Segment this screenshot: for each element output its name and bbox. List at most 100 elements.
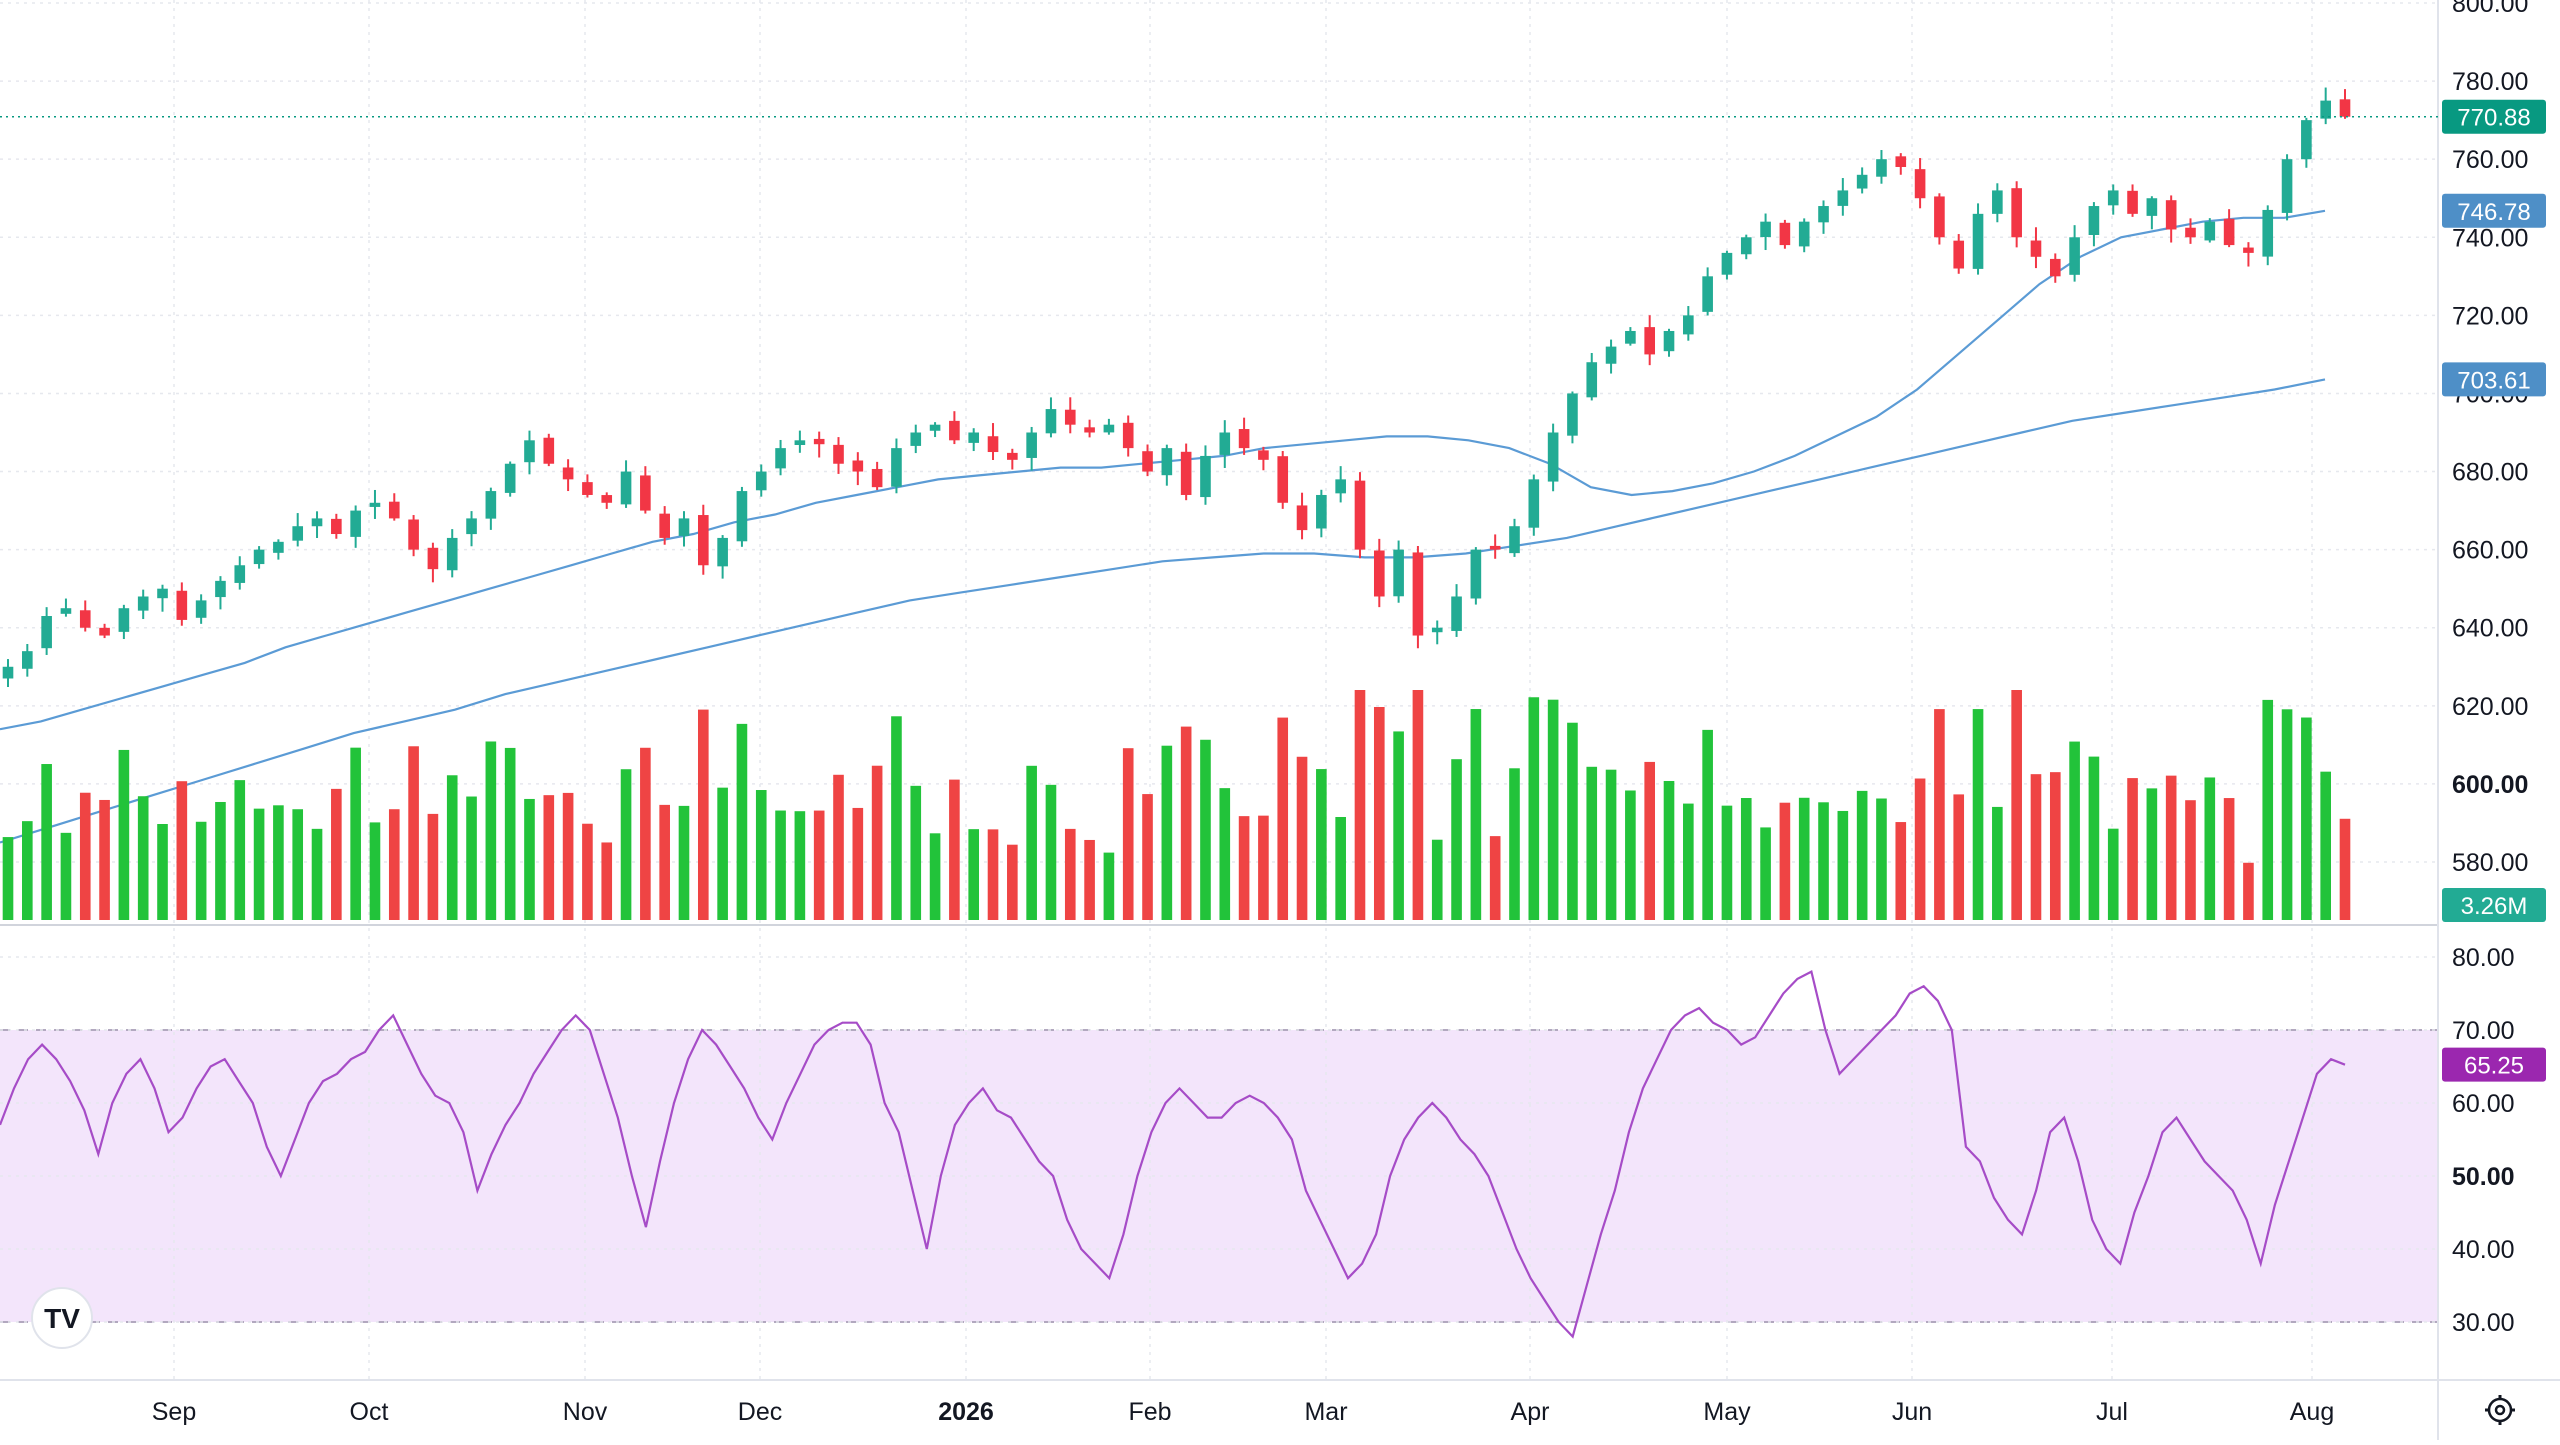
volume-bar (1547, 699, 1559, 920)
candle-body (1721, 252, 1733, 275)
candle-body (1509, 526, 1520, 554)
candle-body (176, 590, 188, 620)
volume-bar (775, 810, 786, 920)
candle-body (1760, 221, 1771, 238)
tradingview-logo-icon[interactable]: TV (31, 1287, 93, 1349)
volume-bar (2320, 771, 2331, 920)
price-tick-label: 640.00 (2452, 615, 2528, 643)
volume-bar (99, 799, 110, 920)
candle-body (620, 471, 632, 505)
candle-body (1528, 479, 1540, 528)
volume-bar (833, 774, 844, 920)
volume-bar (2030, 774, 2042, 920)
volume-bar (1470, 709, 1482, 920)
volume-bar (1740, 798, 1752, 920)
volume-bar (1818, 802, 1829, 920)
volume-bar (1972, 709, 1984, 920)
volume-bar (987, 829, 999, 920)
candle-body (1200, 455, 1211, 498)
volume-bar (41, 764, 52, 920)
candle-body (79, 610, 91, 628)
volume-bar (1296, 756, 1308, 920)
time-tick-label: Mar (1304, 1398, 1347, 1426)
volume-bar (485, 741, 497, 920)
volume-bar (1258, 815, 1269, 920)
candle-body (582, 482, 593, 495)
price-tick-label: 580.00 (2452, 849, 2528, 877)
price-tick-label: 720.00 (2452, 302, 2528, 330)
volume-bar (234, 780, 246, 920)
volume-bar (2223, 798, 2235, 920)
volume-bar (1412, 690, 1424, 920)
volume-bar (1084, 839, 1095, 920)
volume-bar (2127, 778, 2138, 920)
candle-body (234, 565, 246, 583)
volume-bar (466, 796, 477, 920)
volume-bar (659, 804, 670, 920)
candle-body (1740, 237, 1752, 255)
price-badges: 770.88 746.78 703.61 3.26M 65.25 (2442, 99, 2546, 1082)
volume-bar (1103, 852, 1115, 920)
volume-bar (2146, 788, 2158, 920)
candle-body (215, 580, 226, 598)
volume-bar (755, 790, 767, 920)
candle-body (2281, 159, 2293, 213)
volume-bar (1992, 806, 2003, 920)
candle-body (1953, 240, 1965, 269)
volume-bar (2049, 772, 2061, 920)
candle-body (311, 518, 323, 527)
volume-bar (1528, 697, 1540, 920)
volume-bar (1856, 790, 1868, 920)
gear-icon[interactable] (2485, 1395, 2515, 1425)
candle-body (1644, 327, 1656, 355)
volume-bar (524, 798, 535, 920)
volume-bar (1779, 802, 1791, 920)
candle-body (273, 541, 284, 553)
volume-badge (2442, 888, 2546, 922)
candle-body (833, 444, 844, 464)
candle-body (1914, 169, 1926, 199)
candle-body (1837, 190, 1849, 206)
candle-body (640, 475, 651, 511)
candle-body (1798, 221, 1810, 247)
price-tick-label: 620.00 (2452, 693, 2528, 721)
volume-bar (1914, 778, 1926, 920)
volume-bar (1238, 816, 1250, 920)
volume-bar (1509, 768, 1520, 920)
candle-body (1779, 222, 1791, 246)
candle-body (2320, 100, 2331, 119)
volume-bar (891, 716, 902, 920)
price-candles (2, 87, 2351, 688)
candle-body (562, 467, 574, 480)
volume-bar (2107, 828, 2119, 920)
rsi-tick-label: 40.00 (2452, 1236, 2515, 1264)
candle-body (1934, 196, 1945, 238)
candle-body (659, 513, 670, 538)
candle-body (1972, 213, 1984, 269)
rsi-tick-label: 80.00 (2452, 944, 2515, 972)
candle-body (1045, 409, 1057, 434)
candle-body (1335, 479, 1346, 494)
candle-body (118, 608, 130, 632)
candle-body (2146, 198, 2158, 216)
volume-bar (1064, 828, 1076, 920)
ma-long-line (0, 378, 2326, 844)
ma-long-badge (2442, 362, 2546, 397)
candle-body (1586, 362, 1598, 398)
candle-body (1683, 315, 1694, 335)
volume-bar (678, 805, 690, 920)
volume-bar (273, 805, 284, 920)
candle-body (987, 436, 999, 453)
candle-body (2243, 247, 2254, 253)
rsi-polyline (0, 969, 2346, 1339)
volume-bar (794, 811, 806, 920)
candle-body (2301, 120, 2312, 160)
volume-bar (118, 749, 130, 920)
candle-body (794, 440, 806, 446)
candle-body (1258, 450, 1269, 460)
volume-bar (1934, 709, 1945, 920)
volume-bar (311, 828, 323, 920)
